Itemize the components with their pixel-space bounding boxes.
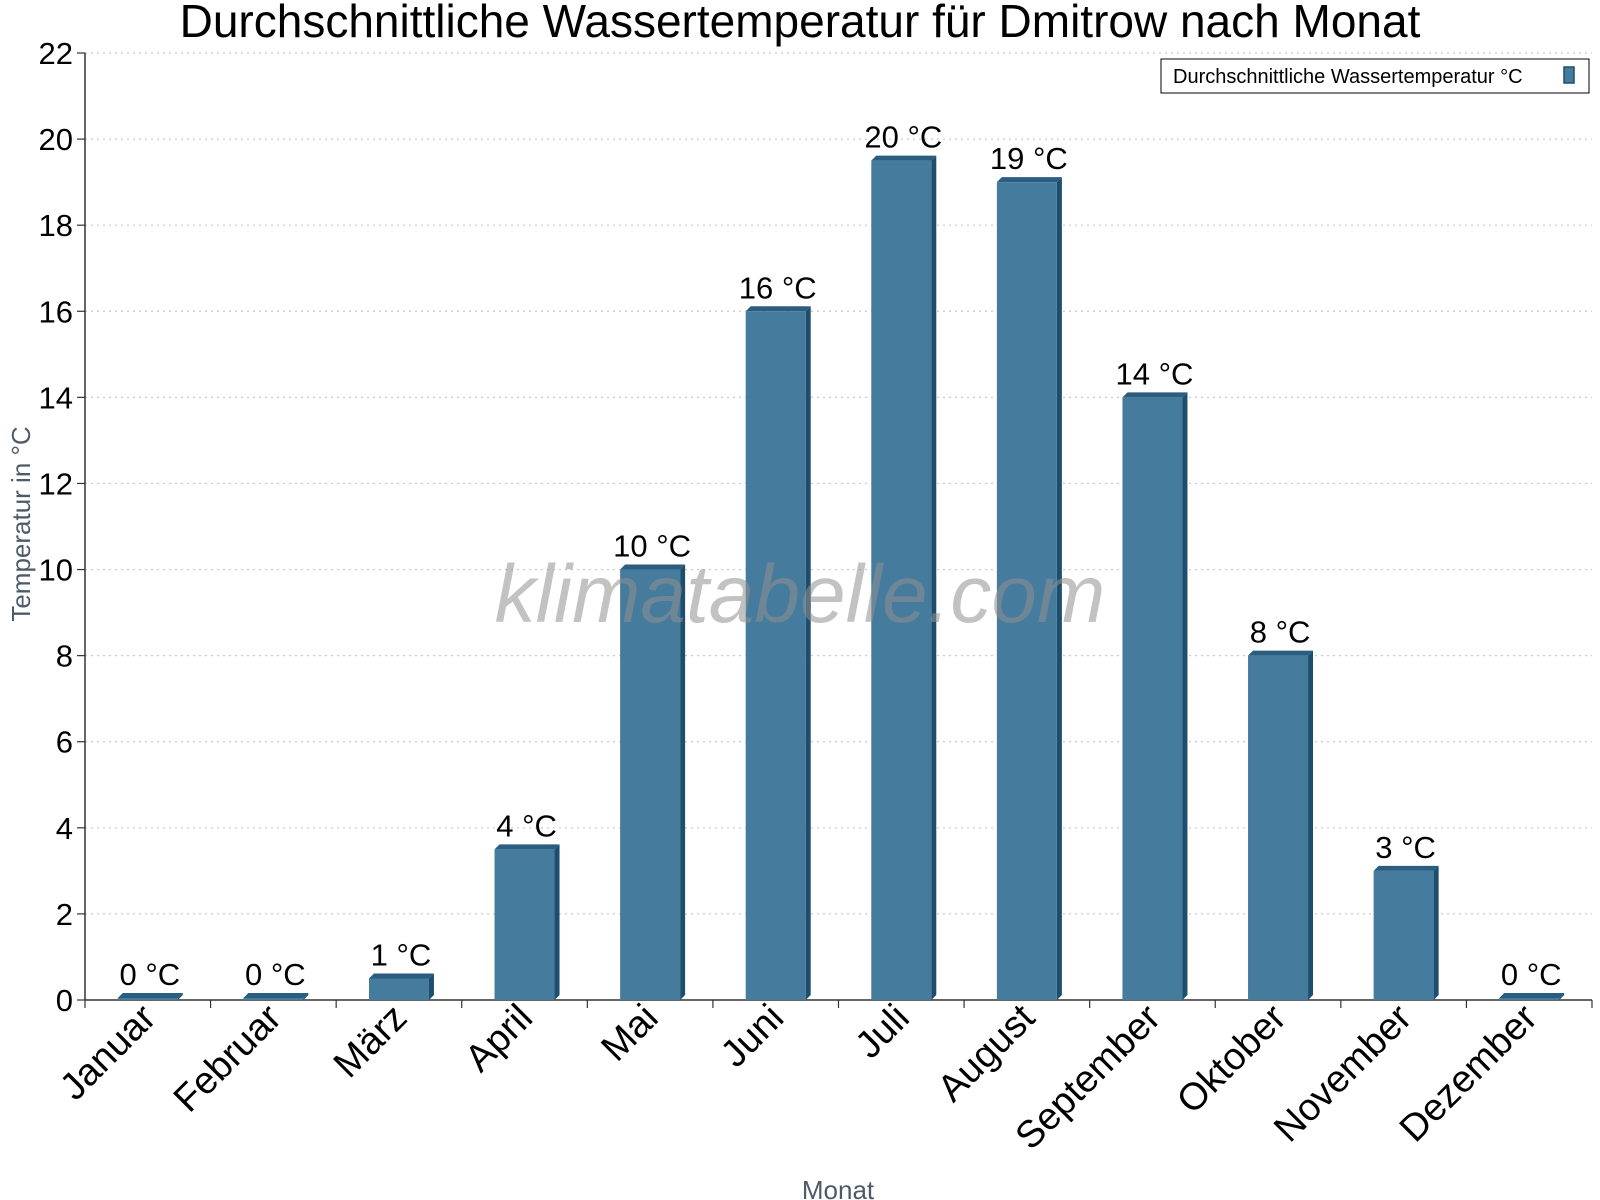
bar [243, 993, 309, 1000]
bar-series [117, 155, 1565, 1001]
bar-side [680, 564, 686, 1000]
bar-face [871, 160, 932, 1000]
data-label: 4 °C [496, 808, 557, 843]
x-tick-label: Februar [166, 996, 290, 1120]
legend-box [1160, 58, 1590, 94]
bar-face [243, 998, 304, 1000]
bar [368, 973, 434, 1000]
y-tick-label: 20 [39, 122, 73, 157]
bar-face [745, 311, 806, 1001]
bar-top [368, 973, 434, 979]
bar-side [303, 993, 309, 1000]
x-tick-label: März [326, 997, 415, 1086]
y-tick-label: 16 [39, 294, 73, 329]
y-axis: 0 2 4 6 8 10 12 14 16 18 20 22 [39, 36, 86, 1018]
bar-side [554, 844, 560, 1000]
data-label: 19 °C [990, 141, 1068, 176]
bar-side [1559, 993, 1565, 1000]
x-tick-label: Juli [848, 997, 918, 1067]
y-tick-label: 18 [39, 208, 73, 243]
bar-face [494, 849, 555, 1000]
watermark: klimatabelle.com [495, 549, 1106, 640]
bar-side [1308, 650, 1314, 1000]
chart-title: Durchschnittliche Wassertemperatur für D… [180, 0, 1421, 47]
bar-face [1248, 655, 1309, 1000]
y-tick-label: 10 [39, 553, 73, 588]
gridlines [85, 52, 1592, 915]
bar [745, 306, 811, 1001]
x-tick-label: November [1266, 996, 1420, 1150]
bar-top [871, 155, 937, 161]
bar-face [117, 998, 178, 1000]
bar-side [805, 306, 811, 1001]
x-tick-label: Dezember [1392, 996, 1546, 1150]
bar-face [996, 182, 1057, 1001]
data-label: 0 °C [119, 957, 180, 992]
data-labels: 0 °C 0 °C 1 °C 4 °C 10 °C 16 °C 20 °C 19 °C 14 °… [119, 120, 1561, 992]
bar-side [1433, 865, 1439, 1000]
y-tick-label: 12 [39, 466, 73, 501]
y-tick-label: 22 [39, 36, 73, 71]
bar-top [494, 844, 560, 850]
x-tick-label: August [930, 996, 1044, 1110]
legend: Durchschnittliche Wassertemperatur °C [1160, 58, 1590, 94]
bar-face [1373, 870, 1434, 1000]
bar-face [368, 978, 429, 1000]
bar-face [620, 569, 681, 1000]
bar-top [1499, 993, 1565, 998]
y-tick-label: 0 [56, 983, 73, 1018]
bar-top [996, 177, 1062, 183]
x-tick-label: Oktober [1169, 996, 1295, 1122]
bar-side [1056, 177, 1062, 1001]
legend-label: Durchschnittliche Wassertemperatur °C [1173, 66, 1523, 88]
bar-top [620, 564, 686, 570]
data-label: 16 °C [739, 270, 817, 305]
bar-top [1373, 865, 1439, 871]
x-axis-title: Monat [802, 1175, 875, 1200]
data-label: 14 °C [1116, 356, 1194, 391]
x-tick-label: April [457, 997, 540, 1080]
bar-top [745, 306, 811, 312]
bar-side [428, 973, 434, 1000]
bar [871, 155, 937, 1000]
y-axis-title: Temperatur in °C [6, 426, 36, 621]
y-tick-label: 4 [56, 811, 73, 846]
data-label: 0 °C [1501, 957, 1562, 992]
y-tick-label: 2 [56, 897, 73, 932]
bar [996, 177, 1062, 1001]
data-label: 10 °C [613, 529, 691, 564]
y-tick-label: 8 [56, 639, 73, 674]
bar-top [117, 993, 183, 998]
bar-face [1122, 397, 1183, 1000]
data-label: 0 °C [245, 957, 306, 992]
y-tick-label: 14 [39, 380, 73, 415]
bar-top [1122, 392, 1188, 398]
bar-top [1248, 650, 1314, 656]
data-label: 20 °C [864, 120, 942, 155]
bar [117, 993, 183, 1000]
data-label: 8 °C [1250, 615, 1311, 650]
bar [494, 844, 560, 1000]
x-axis: Januar Februar März April Mai Juni Juli AugustS… [52, 996, 1593, 1158]
bar [1122, 392, 1188, 1000]
x-tick-label: Juni [713, 997, 792, 1076]
bar [620, 564, 686, 1000]
bar [1248, 650, 1314, 1000]
bar-face [1499, 998, 1560, 1000]
bar-side [1182, 392, 1188, 1000]
x-tick-label: Mai [593, 997, 666, 1070]
bar [1373, 865, 1439, 1000]
legend-swatch [1563, 66, 1575, 84]
data-label: 3 °C [1375, 830, 1436, 865]
bar-side [931, 155, 937, 1000]
data-label: 1 °C [371, 937, 432, 972]
bar-top [243, 993, 309, 998]
bar [1499, 993, 1565, 1000]
y-tick-label: 6 [56, 725, 73, 760]
bar-side [177, 993, 183, 1000]
